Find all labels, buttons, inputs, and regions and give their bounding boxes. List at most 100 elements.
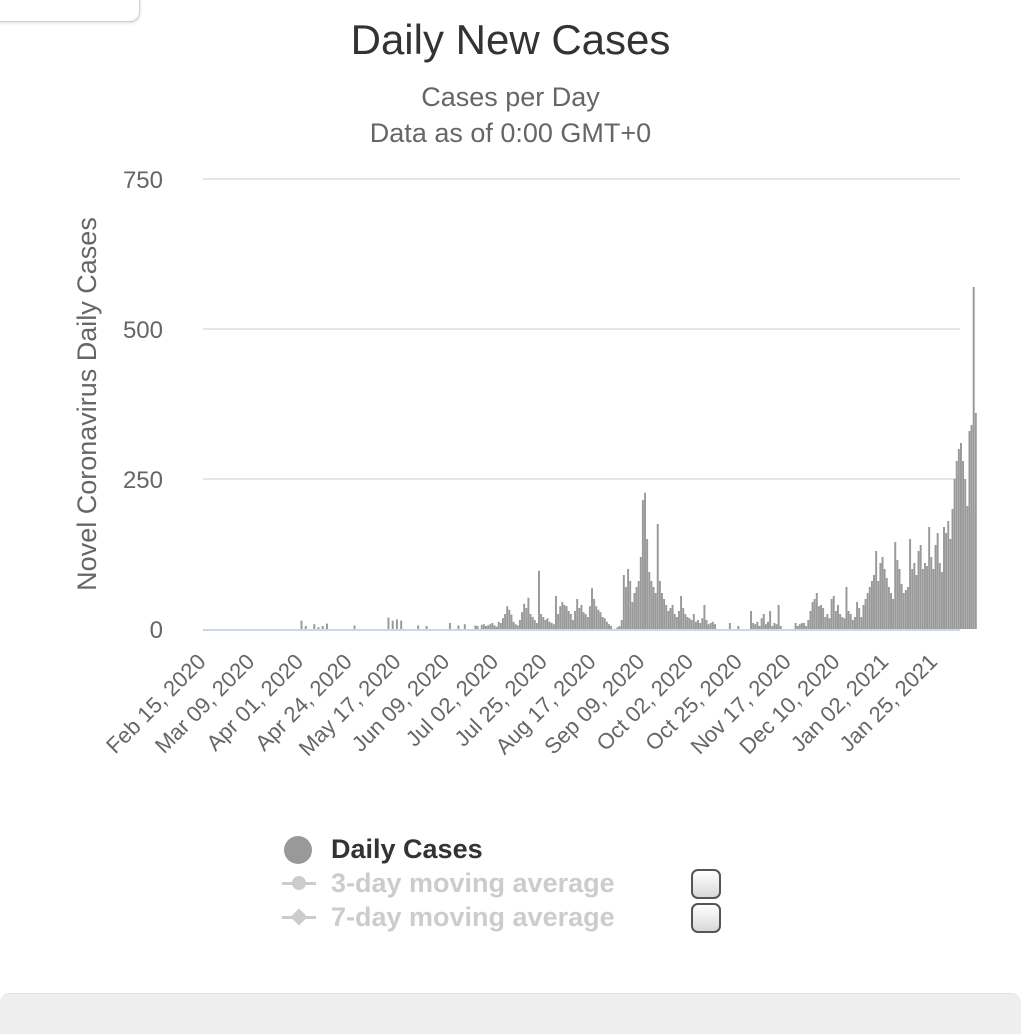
bar (499, 623, 502, 629)
bar (858, 608, 861, 629)
legend-label: 7-day moving average (331, 902, 615, 932)
bar (542, 617, 545, 629)
bar (955, 461, 958, 629)
bar (523, 603, 526, 629)
bar (656, 524, 659, 629)
7-day-toggle-checkbox[interactable] (691, 903, 721, 933)
bar (391, 620, 394, 629)
bar (546, 618, 549, 629)
bar (805, 626, 808, 629)
bar (866, 593, 869, 629)
bar (947, 521, 950, 629)
bar (930, 557, 933, 629)
bar (709, 623, 712, 629)
bar (682, 608, 685, 629)
bar (868, 587, 871, 629)
bar (879, 563, 882, 629)
bar (648, 572, 651, 629)
bar (508, 609, 511, 629)
bar (960, 443, 962, 629)
bar (887, 587, 890, 629)
bar (775, 624, 778, 629)
bar (569, 614, 572, 629)
top-tab[interactable] (0, 0, 140, 22)
bar (597, 609, 600, 629)
bar (495, 626, 498, 629)
bar (951, 509, 954, 629)
bar (639, 557, 642, 629)
bar (620, 620, 623, 629)
bar (489, 624, 492, 629)
bar (669, 608, 672, 629)
bar (841, 617, 844, 629)
bar (953, 479, 956, 629)
bar (898, 569, 901, 629)
legend: Daily Cases 3-day moving average 7-day m… (282, 832, 722, 934)
bar (728, 623, 731, 629)
bar (923, 563, 926, 629)
bar (540, 614, 543, 629)
bar (900, 584, 903, 629)
bar (917, 551, 920, 629)
bar (767, 621, 769, 629)
bar (654, 593, 657, 629)
bar (586, 617, 589, 629)
bar (663, 599, 666, 629)
bar (830, 599, 833, 629)
bar (771, 626, 774, 629)
bar (622, 575, 625, 629)
bar (635, 587, 638, 629)
bar (650, 581, 653, 629)
legend-item-daily-cases[interactable]: Daily Cases (282, 832, 722, 866)
bar (809, 611, 812, 629)
bar (962, 461, 965, 629)
bar (699, 623, 702, 629)
bar (966, 506, 969, 629)
bar (894, 542, 897, 629)
bar (849, 614, 852, 629)
bar (828, 618, 831, 629)
bar (521, 612, 524, 629)
chart-title: Daily New Cases (350, 16, 671, 63)
legend-item-3-day-average[interactable]: 3-day moving average (282, 866, 722, 900)
bar (803, 623, 806, 629)
bar (796, 626, 799, 629)
bar (913, 563, 916, 629)
bar (317, 627, 320, 629)
bar (974, 413, 977, 629)
bar (764, 624, 767, 629)
bar (798, 624, 801, 629)
bar (758, 626, 761, 629)
bar (972, 287, 975, 629)
bar (890, 593, 892, 629)
bar (476, 626, 479, 629)
bar (875, 551, 878, 629)
bar (644, 492, 646, 629)
bar (964, 479, 967, 629)
bar (705, 620, 708, 629)
y-tick-label: 250 (123, 467, 163, 494)
bar (563, 605, 566, 629)
bar (591, 588, 593, 629)
3-day-toggle-checkbox[interactable] (691, 869, 721, 899)
bar (881, 557, 884, 629)
legend-item-7-day-average[interactable]: 7-day moving average (282, 900, 722, 934)
bar (760, 618, 763, 629)
bar (826, 614, 829, 629)
bar (618, 626, 621, 629)
bar (567, 611, 570, 629)
bar (847, 611, 850, 629)
bar (599, 612, 602, 629)
legend-line-dot-icon (282, 870, 316, 896)
y-axis-label: Novel Coronavirus Daily Cases (72, 217, 102, 591)
bar (896, 560, 899, 629)
bar (853, 617, 856, 629)
grid-lines (203, 178, 960, 480)
bar (800, 623, 803, 629)
bar (860, 617, 863, 629)
bar (928, 527, 931, 629)
bar (968, 431, 971, 629)
bar (677, 611, 680, 629)
y-tick-label: 500 (123, 317, 163, 344)
bar (529, 614, 532, 629)
